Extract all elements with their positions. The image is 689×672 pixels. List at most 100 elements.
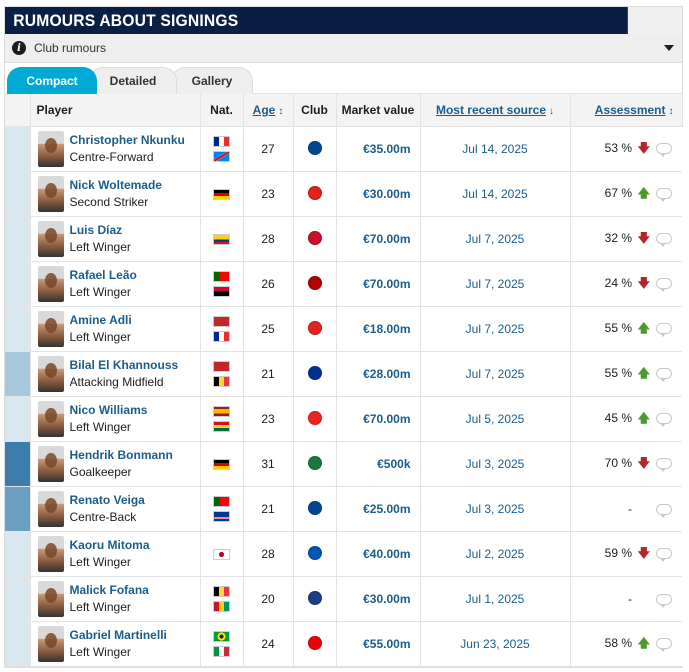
table-row: Christopher Nkunku Centre-Forward 27 €35.00…	[5, 126, 682, 172]
market-value[interactable]: €28.00m	[335, 351, 420, 397]
comment-bubble-icon[interactable]	[656, 367, 672, 382]
market-value[interactable]: €70.00m	[335, 396, 420, 442]
flag-icon	[213, 361, 230, 372]
market-value[interactable]: €30.00m	[335, 171, 420, 217]
source-date[interactable]: Jul 7, 2025	[419, 261, 570, 307]
col-recent-source[interactable]: Most recent source ↓	[419, 93, 571, 127]
market-value[interactable]: €25.00m	[335, 486, 420, 532]
age-cell: 26	[242, 261, 293, 307]
assessment-percent: 45 %	[604, 410, 632, 425]
market-value[interactable]: €70.00m	[335, 216, 420, 262]
club-badge-icon[interactable]	[307, 320, 322, 335]
club-rumours-dropdown[interactable]: i Club rumours	[5, 34, 682, 63]
comment-bubble-icon[interactable]	[656, 277, 672, 292]
player-name-link[interactable]: Hendrik Bonmann	[69, 448, 173, 462]
player-name-link[interactable]: Bilal El Khannouss	[69, 358, 179, 372]
comment-bubble-icon[interactable]	[656, 187, 672, 202]
rumour-status-strip	[5, 396, 30, 442]
comment-bubble-icon[interactable]	[656, 637, 672, 652]
panel-title: RUMOURS ABOUT SIGNINGS	[5, 7, 628, 34]
source-date[interactable]: Jul 2, 2025	[419, 531, 570, 577]
player-name-link[interactable]: Renato Veiga	[69, 493, 145, 507]
comment-bubble-icon[interactable]	[656, 504, 672, 519]
comment-bubble-icon[interactable]	[656, 457, 672, 472]
market-value[interactable]: €30.00m	[335, 576, 420, 622]
sort-both-icon[interactable]: ↕	[278, 106, 284, 117]
source-date[interactable]: Jul 3, 2025	[419, 486, 570, 532]
comment-bubble-icon[interactable]	[656, 412, 672, 427]
player-cell: Hendrik Bonmann Goalkeeper	[29, 441, 200, 487]
tab-compact[interactable]: Compact	[7, 67, 97, 94]
source-date[interactable]: Jul 7, 2025	[419, 351, 570, 397]
source-date[interactable]: Jul 14, 2025	[419, 171, 570, 217]
club-badge-icon[interactable]	[307, 410, 322, 425]
club-badge-icon[interactable]	[307, 545, 322, 560]
source-date[interactable]: Jul 14, 2025	[419, 126, 570, 172]
flag-icon	[213, 376, 230, 387]
source-date[interactable]: Jun 23, 2025	[419, 621, 570, 667]
comment-bubble-icon[interactable]	[656, 142, 672, 157]
market-value[interactable]: €35.00m	[335, 126, 420, 172]
player-name-link[interactable]: Malick Fofana	[69, 583, 149, 597]
club-cell	[292, 396, 336, 442]
market-value[interactable]: €500k	[335, 441, 420, 487]
source-date[interactable]: Jul 5, 2025	[419, 396, 570, 442]
assessment-percent: -	[628, 502, 632, 516]
source-date[interactable]: Jul 3, 2025	[419, 441, 570, 487]
comment-bubble-icon[interactable]	[656, 594, 672, 609]
club-badge-icon[interactable]	[307, 365, 322, 380]
table-row: Nico Williams Left Winger 23 €70.00m Jul 5, …	[5, 396, 682, 442]
source-date[interactable]: Jul 7, 2025	[419, 306, 570, 352]
market-value[interactable]: €18.00m	[335, 306, 420, 352]
club-badge-icon[interactable]	[307, 275, 322, 290]
comment-bubble-icon[interactable]	[656, 322, 672, 337]
tab-gallery[interactable]: Gallery	[171, 67, 253, 94]
age-cell: 23	[242, 396, 293, 442]
player-position: Left Winger	[69, 600, 131, 614]
comment-bubble-icon[interactable]	[656, 232, 672, 247]
player-name-link[interactable]: Kaoru Mitoma	[69, 538, 150, 552]
player-cell: Luis Díaz Left Winger	[29, 216, 200, 262]
club-badge-icon[interactable]	[307, 185, 322, 200]
nationality-cell	[199, 171, 243, 217]
club-badge-icon[interactable]	[307, 455, 322, 470]
rumour-status-strip	[5, 576, 30, 622]
market-value[interactable]: €55.00m	[335, 621, 420, 667]
club-badge-icon[interactable]	[307, 500, 322, 515]
club-rumours-label: Club rumours	[34, 41, 107, 55]
sort-down-icon[interactable]: ↓	[549, 106, 555, 117]
chevron-down-icon[interactable]	[664, 45, 674, 51]
player-name-link[interactable]: Amine Adli	[69, 313, 132, 327]
flag-icon	[213, 496, 230, 507]
club-badge-icon[interactable]	[307, 590, 322, 605]
tab-detailed[interactable]: Detailed	[89, 67, 177, 94]
assessment-percent: 24 %	[604, 275, 632, 290]
player-name-link[interactable]: Luis Díaz	[69, 223, 123, 237]
nationality-cell	[199, 396, 243, 442]
player-position: Left Winger	[69, 285, 131, 299]
club-badge-icon[interactable]	[307, 635, 322, 650]
player-name-link[interactable]: Christopher Nkunku	[69, 133, 185, 147]
player-name-link[interactable]: Gabriel Martinelli	[69, 628, 167, 642]
player-avatar	[37, 536, 64, 572]
source-date[interactable]: Jul 1, 2025	[419, 576, 570, 622]
trend-down-icon: 🡇	[637, 230, 650, 245]
market-value[interactable]: €70.00m	[335, 261, 420, 307]
flag-icon	[213, 421, 230, 432]
sort-both-icon[interactable]: ↕	[668, 106, 674, 117]
club-badge-icon[interactable]	[307, 230, 322, 245]
player-name-link[interactable]: Rafael Leão	[69, 268, 137, 282]
nationality-cell	[199, 441, 243, 487]
age-cell: 23	[242, 171, 293, 217]
sort-age-link[interactable]: Age	[252, 103, 276, 117]
comment-bubble-icon[interactable]	[656, 547, 672, 562]
player-name-link[interactable]: Nico Williams	[69, 403, 148, 417]
col-assessment[interactable]: Assessment ↕	[569, 93, 683, 127]
market-value[interactable]: €40.00m	[335, 531, 420, 577]
col-age[interactable]: Age ↕	[242, 93, 294, 127]
source-date[interactable]: Jul 7, 2025	[419, 216, 570, 262]
player-name-link[interactable]: Nick Woltemade	[69, 178, 162, 192]
club-badge-icon[interactable]	[307, 140, 322, 155]
sort-assessment-link[interactable]: Assessment	[594, 103, 666, 117]
sort-source-link[interactable]: Most recent source	[435, 103, 547, 117]
